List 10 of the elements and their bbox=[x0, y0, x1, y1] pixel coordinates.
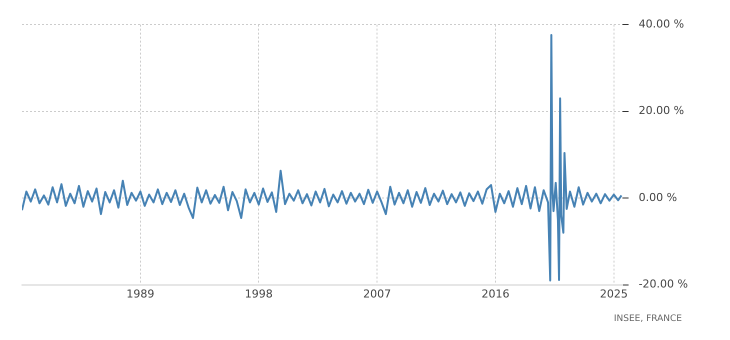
y-tick-label: 40.00 % bbox=[638, 17, 684, 30]
x-tick-label: 1989 bbox=[126, 287, 154, 300]
x-tick-label: 2025 bbox=[600, 287, 628, 300]
y-tick-label: -20.00 % bbox=[638, 278, 688, 291]
text: INSEE, FRANCE bbox=[614, 314, 682, 324]
x-tick-label: 2007 bbox=[363, 287, 392, 300]
x-tick-label: 2016 bbox=[481, 287, 510, 300]
y-tick-label: 20.00 % bbox=[638, 104, 684, 118]
x-tick-label: 1998 bbox=[244, 287, 273, 300]
y-tick-label: 0.00 % bbox=[638, 190, 678, 204]
